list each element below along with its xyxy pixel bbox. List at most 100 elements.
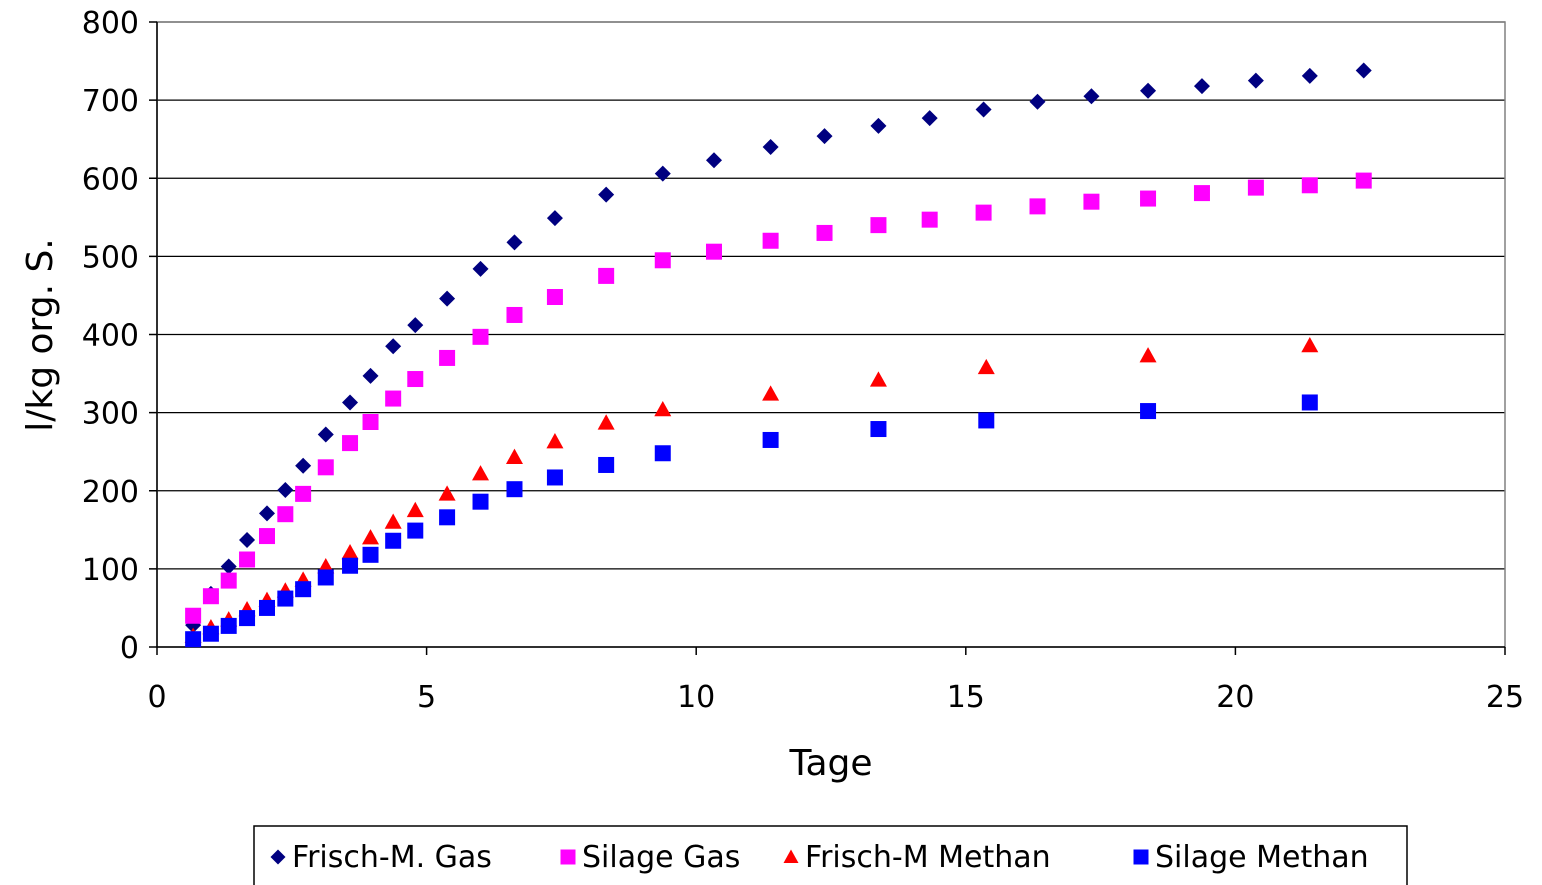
data-point xyxy=(295,457,312,474)
data-point xyxy=(384,513,402,529)
data-point xyxy=(816,128,833,145)
data-point xyxy=(295,485,312,502)
data-point xyxy=(1301,394,1318,411)
data-point xyxy=(317,459,334,476)
legend-marker xyxy=(783,849,799,863)
data-point xyxy=(277,481,294,498)
data-point xyxy=(258,528,275,545)
data-point xyxy=(870,421,887,438)
data-point xyxy=(654,165,671,182)
data-point xyxy=(1247,179,1264,196)
data-point xyxy=(277,590,294,607)
data-point xyxy=(439,509,456,526)
data-point xyxy=(362,529,380,545)
data-point xyxy=(1301,336,1319,353)
x-tick-labels: 0 5 10 15 20 25 xyxy=(147,680,1524,715)
data-point xyxy=(406,501,424,518)
data-point xyxy=(1193,185,1210,202)
data-point xyxy=(385,338,402,355)
legend-box xyxy=(253,825,1408,885)
data-point xyxy=(977,358,995,375)
data-point xyxy=(1083,193,1100,210)
legend-label: Silage Gas xyxy=(582,840,740,875)
data-point xyxy=(472,493,489,510)
data-point xyxy=(598,456,615,473)
y-tick-label: 700 xyxy=(82,84,139,119)
y-tick-labels: 0 100 200 300 400 500 600 700 800 xyxy=(82,6,139,666)
data-point xyxy=(220,617,237,634)
data-point xyxy=(546,210,563,227)
data-point xyxy=(472,465,490,481)
data-point xyxy=(705,152,722,169)
data-point xyxy=(202,625,219,642)
data-point xyxy=(472,328,489,345)
data-point xyxy=(762,139,779,155)
data-point xyxy=(342,557,359,574)
data-point xyxy=(506,481,523,498)
data-point xyxy=(978,412,995,429)
data-point xyxy=(546,433,564,449)
data-point xyxy=(472,260,489,277)
data-point xyxy=(385,390,402,407)
data-point xyxy=(407,522,424,539)
data-point xyxy=(816,224,833,241)
data-point xyxy=(239,610,256,627)
data-point xyxy=(407,317,424,334)
data-point xyxy=(342,435,359,452)
data-point xyxy=(258,599,275,616)
data-point xyxy=(546,469,563,486)
data-point xyxy=(1355,62,1372,79)
data-point xyxy=(598,267,615,284)
data-point xyxy=(505,448,523,464)
x-tick-label: 25 xyxy=(1486,680,1524,715)
data-point xyxy=(870,217,887,234)
y-tick-label: 0 xyxy=(120,631,139,666)
data-point xyxy=(1139,347,1157,363)
data-point xyxy=(762,385,780,401)
data-point xyxy=(506,234,523,251)
legend-marker xyxy=(1133,849,1149,865)
data-point xyxy=(506,306,523,323)
data-point xyxy=(185,607,202,624)
x-tick-label: 15 xyxy=(947,680,985,715)
data-point xyxy=(295,581,312,598)
data-point xyxy=(869,371,887,387)
data-point xyxy=(762,431,779,448)
data-point xyxy=(1029,93,1046,110)
data-point xyxy=(1301,67,1318,84)
data-point xyxy=(1301,177,1318,194)
x-axis-title: Tage xyxy=(788,743,872,784)
data-point xyxy=(277,506,294,523)
y-tick-label: 500 xyxy=(82,240,139,275)
data-point xyxy=(362,546,379,563)
data-point xyxy=(239,531,256,548)
data-point xyxy=(975,204,992,221)
data-point xyxy=(597,414,615,430)
data-point xyxy=(921,211,938,228)
data-point xyxy=(439,290,456,307)
data-point xyxy=(385,532,402,549)
data-point xyxy=(654,252,671,269)
data-point xyxy=(362,414,379,430)
data-point xyxy=(438,485,456,501)
x-tick-label: 5 xyxy=(417,680,436,715)
data-point xyxy=(546,289,563,305)
series-silage-gas xyxy=(185,172,1372,624)
data-point xyxy=(1355,172,1372,189)
data-point xyxy=(921,110,938,127)
x-tick-label: 10 xyxy=(677,680,715,715)
data-point xyxy=(202,588,219,605)
data-point xyxy=(705,243,722,260)
data-point xyxy=(654,401,672,417)
data-point xyxy=(220,572,237,589)
legend-label: Silage Methan xyxy=(1155,840,1369,875)
axes xyxy=(149,21,1506,655)
data-point xyxy=(654,445,671,462)
data-point xyxy=(1140,403,1157,420)
legend-label: Frisch-M. Gas xyxy=(292,840,492,875)
data-point xyxy=(762,232,779,249)
data-point xyxy=(1193,78,1210,95)
series-frisch-m-methan xyxy=(184,336,1319,643)
data-point xyxy=(342,394,359,411)
data-point xyxy=(317,426,334,443)
